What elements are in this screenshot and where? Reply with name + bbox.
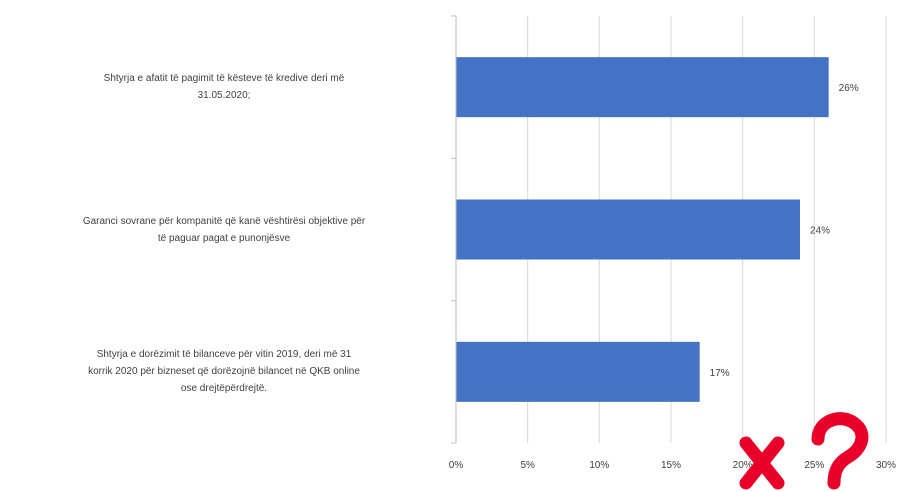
category-label-line: korrik 2020 për bizneset që dorëzojnë bi…	[88, 366, 360, 378]
x-tick-label: 30%	[876, 460, 896, 471]
x-tick-label: 0%	[449, 460, 464, 471]
category-label-line: Garanci sovrane për kompanitë që kanë vë…	[82, 215, 366, 227]
watermark-x-stroke-2	[739, 436, 785, 490]
bar	[456, 341, 700, 402]
x-tick-label: 10%	[589, 460, 609, 471]
category-label: Garanci sovrane për kompanitë që kanë vë…	[0, 213, 448, 247]
x-tick-label: 25%	[804, 460, 824, 471]
x-tick-label: 20%	[733, 460, 753, 471]
category-label-line: Shtyrja e dorëzimit të bilanceve për vit…	[96, 349, 352, 361]
bar-value-label: 17%	[710, 368, 730, 379]
category-label-line: 31.05.2020;	[197, 90, 251, 102]
category-label-line: Shtyrja e afatit të pagimit të kësteve t…	[103, 73, 345, 85]
watermark-logo	[739, 412, 869, 490]
category-label: Shtyrja e afatit të pagimit të kësteve t…	[0, 70, 448, 104]
chart-labels: 0% 5% 10% 15% 20% 25% 30% 26% 24% 17%	[449, 83, 896, 471]
bar-value-label: 24%	[810, 226, 830, 237]
chart-axes	[451, 15, 457, 444]
category-label-line: ose drejtëpërdrejtë.	[180, 383, 268, 395]
category-label-line: të paguar pagat e punonjësve	[157, 232, 291, 244]
x-tick-label: 5%	[520, 460, 535, 471]
chart-bars	[456, 57, 829, 402]
bar	[456, 57, 829, 118]
bar-value-label: 26%	[839, 83, 859, 94]
category-label: Shtyrja e dorëzimit të bilanceve për vit…	[0, 346, 448, 397]
bar	[456, 199, 800, 260]
x-tick-label: 15%	[661, 460, 681, 471]
watermark-question-mark	[811, 412, 869, 490]
